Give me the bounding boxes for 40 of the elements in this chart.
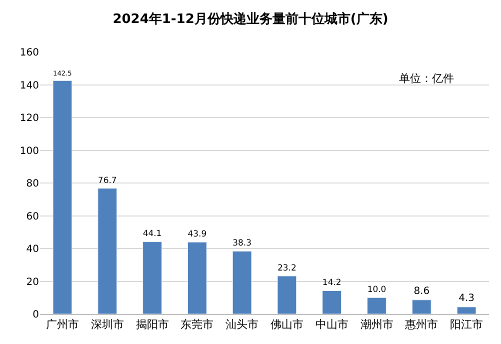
bar [322,290,342,314]
bar [277,276,297,314]
y-tick-label: 20 [26,276,39,288]
y-tick-label: 120 [20,113,39,124]
x-tick-label: 汕头市 [226,318,259,332]
data-label: 14.2 [322,277,342,288]
data-label: 44.1 [142,228,162,238]
y-tick-label: 60 [26,211,39,222]
bar [142,242,162,314]
bar [456,306,476,314]
x-tick-label: 中山市 [315,318,348,332]
bar [187,242,207,314]
bar [367,297,386,314]
y-tick-label: 160 [20,48,39,58]
bar [98,188,118,314]
bar [412,300,432,314]
data-label: 38.3 [232,238,252,248]
x-tick-label: 佛山市 [270,318,304,332]
x-tick-label: 广州市 [46,318,79,332]
y-tick-label: 0 [32,310,39,320]
x-tick-label: 惠州市 [404,318,438,332]
data-label: 10.0 [367,284,386,294]
x-tick-label: 东莞市 [180,318,214,332]
annotation: 单位：亿件 [399,72,454,85]
x-tick-label: 揭阳市 [136,318,169,332]
data-label: 4.3 [458,292,475,304]
data-label: 76.7 [98,174,117,185]
y-tick-label: 140 [20,80,39,92]
data-label: 43.9 [188,228,207,239]
y-tick-label: 40 [26,244,39,255]
x-tick-label: 深圳市 [90,318,124,332]
bar [232,251,252,314]
x-tick-label: 阳江市 [450,318,484,332]
x-tick-label: 潮州市 [360,318,394,332]
data-label: 8.6 [414,286,430,297]
data-label: 23.2 [278,262,296,272]
y-tick-label: 100 [20,146,39,157]
y-tick-label: 80 [26,178,39,190]
chart-title: 2024年1-12月份快递业务量前十位城市(广东) [112,10,388,27]
bar [52,80,72,314]
